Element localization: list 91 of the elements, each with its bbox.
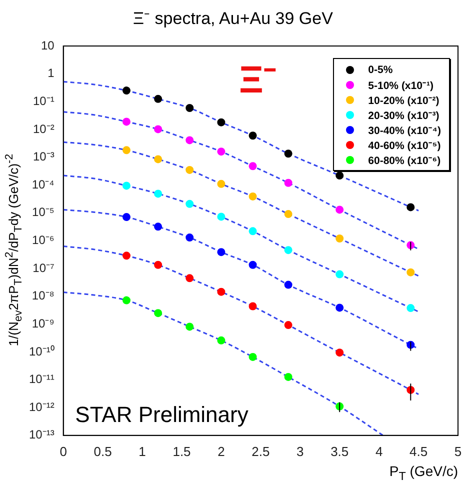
point <box>122 182 130 190</box>
x-tick-label: 5 <box>454 444 462 459</box>
legend-label: 40-60% (x10⁻⁵) <box>368 138 441 152</box>
point <box>248 302 257 310</box>
point <box>154 190 162 198</box>
point <box>336 348 344 357</box>
point <box>186 200 194 208</box>
line-series <box>63 174 420 312</box>
point <box>284 372 292 381</box>
y-tick-label: 10⁻¹² <box>29 400 54 414</box>
point <box>406 268 415 276</box>
point <box>154 309 162 318</box>
legend-label: 20-30% (x10⁻³) <box>368 108 440 122</box>
point <box>284 210 292 218</box>
x-tick-label: 2.5 <box>252 444 270 459</box>
point <box>217 148 226 156</box>
point <box>154 125 162 134</box>
point <box>217 118 226 126</box>
annotation: STAR Preliminary <box>75 402 248 427</box>
y-tick-label: 10⁻⁵ <box>32 205 54 220</box>
point <box>122 86 130 95</box>
point <box>336 270 344 278</box>
point <box>217 288 226 296</box>
point <box>186 322 194 331</box>
legend-label: 5-10% (x10⁻¹) <box>368 78 434 92</box>
x-tick-label: 0 <box>60 444 67 459</box>
point <box>122 213 130 222</box>
point <box>154 155 162 164</box>
point <box>284 321 292 330</box>
legend-label: 10-20% (x10⁻²) <box>368 94 440 106</box>
point <box>284 246 292 254</box>
point <box>122 252 130 260</box>
x-tick-label: 1 <box>138 444 146 459</box>
point <box>336 304 344 312</box>
point <box>248 192 257 200</box>
legend-label: 30-40% (x10⁻⁴) <box>368 124 441 136</box>
point <box>248 352 257 361</box>
y-tick-label: 10⁻⁷ <box>32 260 54 275</box>
x-tick-label: 3.5 <box>330 444 349 459</box>
point <box>217 180 226 188</box>
x-axis-title: P$_{T}$ (GeV/c) <box>389 463 458 483</box>
point <box>248 132 257 140</box>
x-tick-label: 3 <box>296 444 304 459</box>
point <box>186 234 194 242</box>
y-tick-label: 10⁻⁶ <box>32 233 54 248</box>
x-tick-label: 1.5 <box>172 444 191 459</box>
legend-label: 0-5% <box>368 64 393 76</box>
x-tick-label: 4.5 <box>409 444 428 459</box>
point <box>217 336 226 344</box>
point <box>186 104 194 112</box>
point <box>122 146 130 154</box>
y-tick-label: 10⁻⁴ <box>32 177 54 192</box>
y-tick-label: 10⁻⁹ <box>32 316 54 330</box>
point <box>406 304 415 312</box>
legend-label: 60-80% (x10⁻⁶) <box>368 154 441 166</box>
y-tick-label: 10⁻¹¹ <box>29 372 54 386</box>
point <box>284 280 292 289</box>
y-tick-label: 10⁻⁸ <box>32 288 54 303</box>
x-tick-label: 2 <box>218 444 225 459</box>
point <box>186 274 194 282</box>
annotation: Ξ⁻ <box>238 60 276 102</box>
line-series <box>63 292 384 436</box>
line-series <box>63 246 420 396</box>
point <box>248 227 257 236</box>
point <box>336 172 344 180</box>
y-tick-label: 10⁻³ <box>33 150 54 164</box>
point <box>217 248 226 256</box>
point <box>122 118 130 126</box>
chart-title: Ξ⁻ spectra, Au+Au 39 GeV <box>132 8 334 29</box>
point <box>154 222 162 231</box>
point <box>284 178 292 187</box>
point <box>248 162 257 170</box>
y-tick-label: 10⁻¹⁰ <box>29 344 54 358</box>
point <box>186 166 194 174</box>
point <box>186 136 194 144</box>
point <box>154 94 162 103</box>
point <box>122 296 130 304</box>
point <box>154 260 162 269</box>
y-tick-label: 10⁻² <box>33 122 54 136</box>
x-tick-label: 4 <box>375 444 383 459</box>
y-tick-label: 10 <box>40 38 55 52</box>
point <box>284 150 292 158</box>
y-tick-label: 10⁻¹³ <box>29 428 54 442</box>
point <box>217 212 226 221</box>
point <box>336 234 344 242</box>
y-tick-label: 1 <box>48 66 55 80</box>
point <box>406 203 415 212</box>
point <box>248 260 257 269</box>
y-tick-label: 10⁻¹ <box>33 94 54 108</box>
x-tick-label: 0.5 <box>94 444 112 459</box>
point <box>336 206 344 214</box>
